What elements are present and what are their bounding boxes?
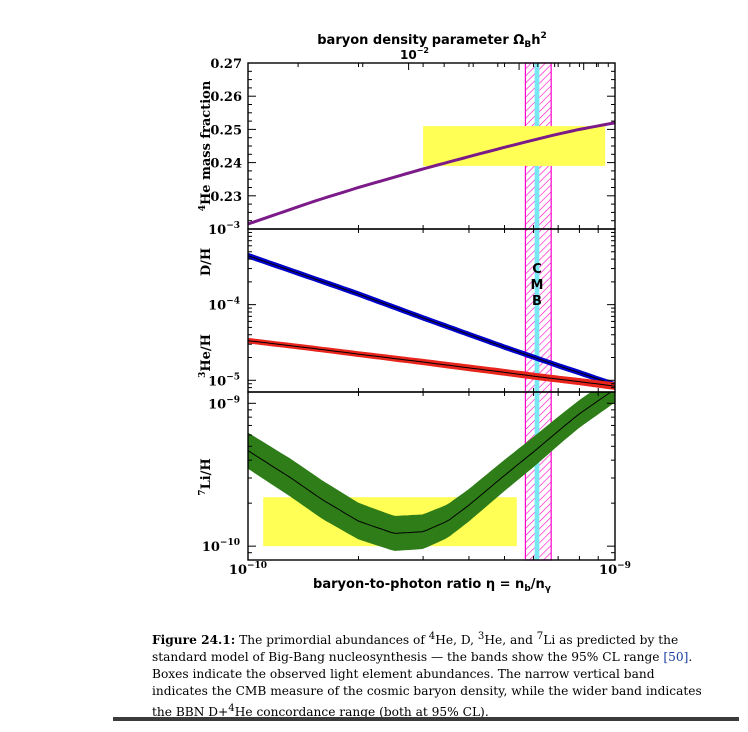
d_he3-band	[248, 337, 615, 391]
he4-ylabel: 4He mass fraction	[198, 80, 214, 211]
cmb-band	[534, 63, 540, 560]
caption-sup: 7	[536, 631, 544, 642]
caption-sup: 3	[477, 631, 485, 642]
axis-ticks: 10−10 10−9 0.27 0.26 0.25 0.24 0.23 10−3 10−4 10−…	[202, 57, 631, 578]
panel-frame	[247, 391, 616, 561]
citation-link[interactable]: [50]	[663, 650, 689, 665]
y-tick-label: 0.25	[210, 123, 242, 138]
he4-curve	[248, 121, 615, 226]
caption-sup: 4	[228, 703, 235, 715]
he3-ylabel: 3He/H	[198, 334, 214, 378]
y-tick-label: 10−3	[208, 221, 240, 238]
x-tick-label: 10−9	[599, 561, 631, 578]
footer-rule	[113, 717, 739, 721]
caption-text: He, and	[484, 633, 537, 648]
y-tick-label: 10−10	[202, 538, 240, 555]
bottom-axis-title: baryon-to-photon ratio η = nb/nγ	[313, 577, 551, 594]
li7-ylabel: 7Li/H	[198, 458, 214, 495]
d_he3-central-line	[248, 340, 615, 387]
d_he3-band	[248, 252, 615, 388]
cmb-label-letter: B	[532, 294, 542, 309]
abundance-curves	[248, 121, 615, 551]
dh-ylabel: D/H	[199, 248, 214, 276]
top-axis-title: baryon density parameter ΩBh2	[317, 31, 547, 50]
caption-text: . Boxes indicate the observed light elem…	[152, 650, 702, 720]
d_he3-central-line	[248, 255, 615, 386]
y-tick-label: 0.27	[210, 57, 242, 72]
caption-text: Li as predicted by the standard model of…	[152, 633, 679, 665]
bbn-abundance-figure: baryon density parameter ΩBh2 10−2 CMB 1…	[198, 31, 631, 594]
caption-text: The primordial abundances of	[235, 633, 429, 648]
y-tick-label: 10−5	[208, 372, 240, 389]
caption-text: He concordance range (both at 95% CL).	[234, 705, 489, 720]
y-tick-label: 0.24	[210, 157, 242, 172]
li7-band	[248, 392, 615, 551]
caption-sup: 4	[428, 631, 436, 642]
x-tick-label: 10−10	[229, 561, 267, 578]
y-tick-label: 10−9	[208, 395, 240, 412]
cmb-label-letter: C	[532, 262, 542, 277]
figure-caption: Figure 24.1: The primordial abundances o…	[152, 628, 712, 721]
caption-text: He, D,	[435, 633, 478, 648]
li7-central-line	[248, 392, 612, 534]
y-tick-label: 0.26	[210, 90, 242, 105]
cmb-label-letter: M	[531, 278, 544, 293]
top-axis-multiplier: 10−2	[400, 46, 429, 62]
y-tick-label: 0.23	[210, 190, 242, 205]
caption-figure-label: Figure 24.1:	[152, 633, 236, 648]
y-tick-label: 10−4	[208, 297, 240, 314]
